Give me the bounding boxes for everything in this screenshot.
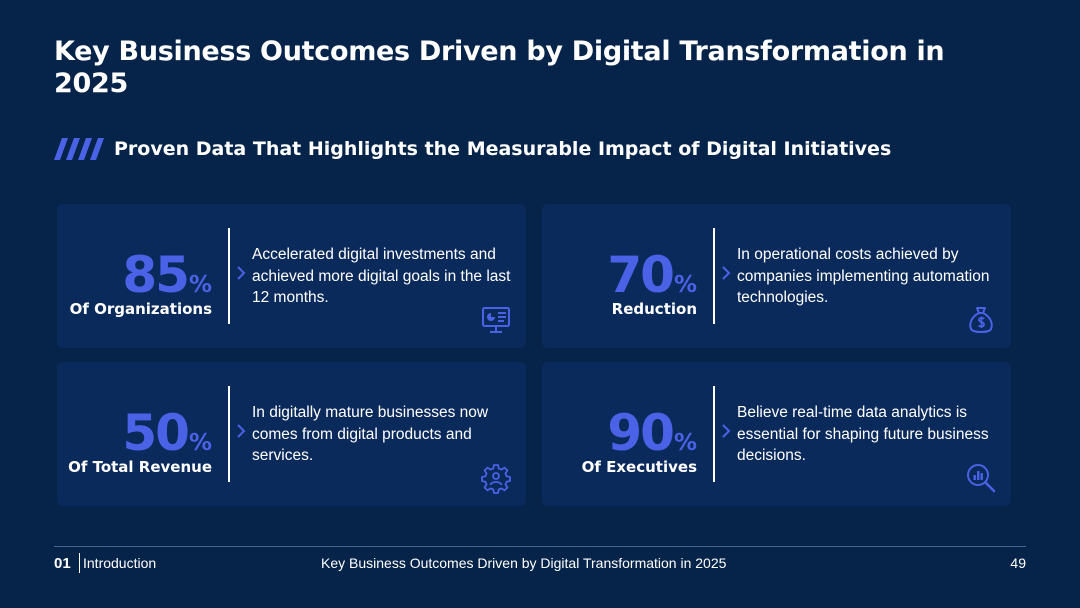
money-bag-icon <box>969 307 993 333</box>
page-number: 49 <box>1010 555 1026 571</box>
card-divider <box>713 386 715 482</box>
stat-value: 85% <box>122 248 212 302</box>
stat-card: 50% Of Total Revenue In digitally mature… <box>57 362 526 506</box>
stat-unit: % <box>188 430 212 456</box>
footer-section-name: Introduction <box>83 555 157 571</box>
stat-number: 50 <box>122 404 190 462</box>
chevron-right-icon <box>722 266 731 280</box>
slide-subtitle: Proven Data That Highlights the Measurab… <box>114 138 892 160</box>
chevron-right-icon <box>237 266 246 280</box>
chevron-right-icon <box>237 424 246 438</box>
stat-label: Reduction <box>611 300 697 318</box>
magnifier-chart-icon <box>967 464 996 493</box>
slash-decoration-icon <box>54 138 104 160</box>
stat-description: Accelerated digital investments and achi… <box>252 246 511 306</box>
stat-value: 50% <box>122 406 212 460</box>
card-divider <box>228 386 230 482</box>
stat-card: 90% Of Executives Believe real-time data… <box>542 362 1011 506</box>
stat-number: 90 <box>607 404 675 462</box>
card-divider <box>228 228 230 324</box>
stat-value: 90% <box>607 406 697 460</box>
presentation-chart-icon <box>482 307 510 333</box>
stat-description: Believe real-time data analytics is esse… <box>737 404 989 464</box>
stat-label: Of Total Revenue <box>68 458 212 476</box>
stat-unit: % <box>188 272 212 298</box>
stat-number: 85 <box>122 246 190 304</box>
stat-number: 70 <box>607 246 675 304</box>
footer-section-number: 01 <box>54 555 71 572</box>
stat-card: 85% Of Organizations Accelerated digital… <box>57 204 526 348</box>
chevron-right-icon <box>722 424 731 438</box>
stat-label: Of Organizations <box>69 300 212 318</box>
gear-person-icon <box>481 464 511 494</box>
stat-card: 70% Reduction In operational costs achie… <box>542 204 1011 348</box>
footer-separator <box>79 553 80 573</box>
footer-title: Key Business Outcomes Driven by Digital … <box>321 555 727 571</box>
stat-description: In operational costs achieved by compani… <box>737 246 990 306</box>
stat-unit: % <box>673 272 697 298</box>
stat-label: Of Executives <box>581 458 697 476</box>
footer-divider <box>54 546 1026 547</box>
stat-value: 70% <box>607 248 697 302</box>
stat-unit: % <box>673 430 697 456</box>
slide-title: Key Business Outcomes Driven by Digital … <box>54 36 945 99</box>
stat-description: In digitally mature businesses now comes… <box>252 404 489 464</box>
card-divider <box>713 228 715 324</box>
subtitle-row: Proven Data That Highlights the Measurab… <box>54 136 891 162</box>
